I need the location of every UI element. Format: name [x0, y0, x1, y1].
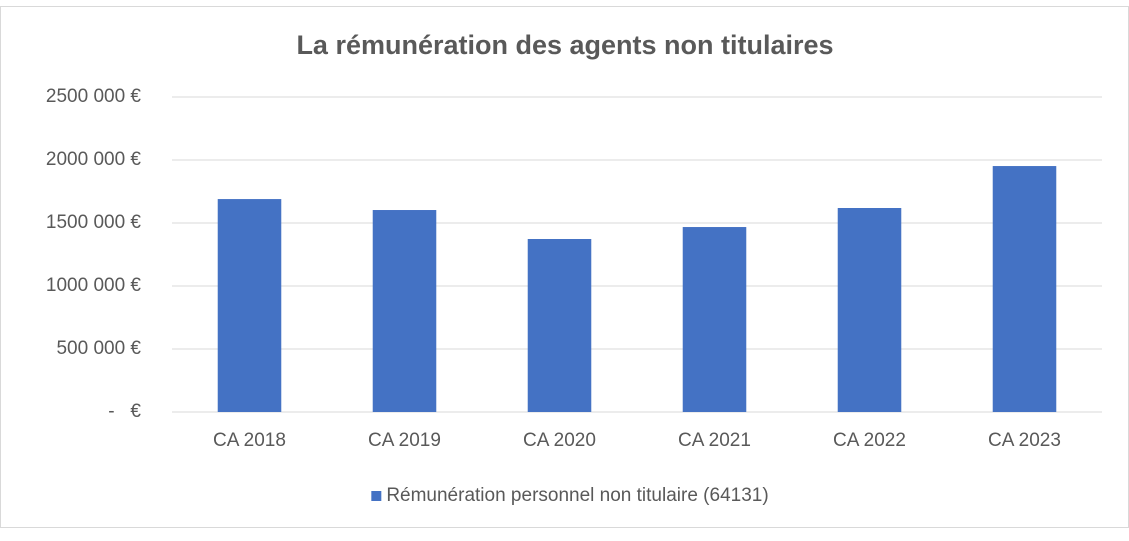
- y-tick-label: 500 000 €: [56, 338, 141, 359]
- y-tick-label: 1000 000 €: [46, 275, 142, 296]
- legend-label: Rémunération personnel non titulaire (64…: [386, 485, 768, 506]
- bar: [372, 210, 437, 412]
- x-tick-label: CA 2022: [833, 430, 906, 451]
- bar: [527, 239, 592, 412]
- y-tick-label: 2000 000 €: [46, 149, 142, 170]
- x-tick-label: CA 2023: [988, 430, 1061, 451]
- bar: [992, 166, 1057, 412]
- y-tick-label: 1500 000 €: [46, 212, 142, 233]
- y-tick-label: 2500 000 €: [46, 86, 142, 107]
- x-tick-label: CA 2018: [213, 430, 286, 451]
- chart-title: La rémunération des agents non titulaire…: [296, 30, 833, 60]
- x-tick-label: CA 2019: [368, 430, 441, 451]
- y-tick-label: - €: [108, 401, 141, 422]
- bar: [682, 227, 747, 412]
- bar: [837, 208, 902, 412]
- legend-swatch: [371, 491, 382, 501]
- x-tick-label: CA 2020: [523, 430, 596, 451]
- bar: [217, 199, 282, 412]
- x-tick-label: CA 2021: [678, 430, 751, 451]
